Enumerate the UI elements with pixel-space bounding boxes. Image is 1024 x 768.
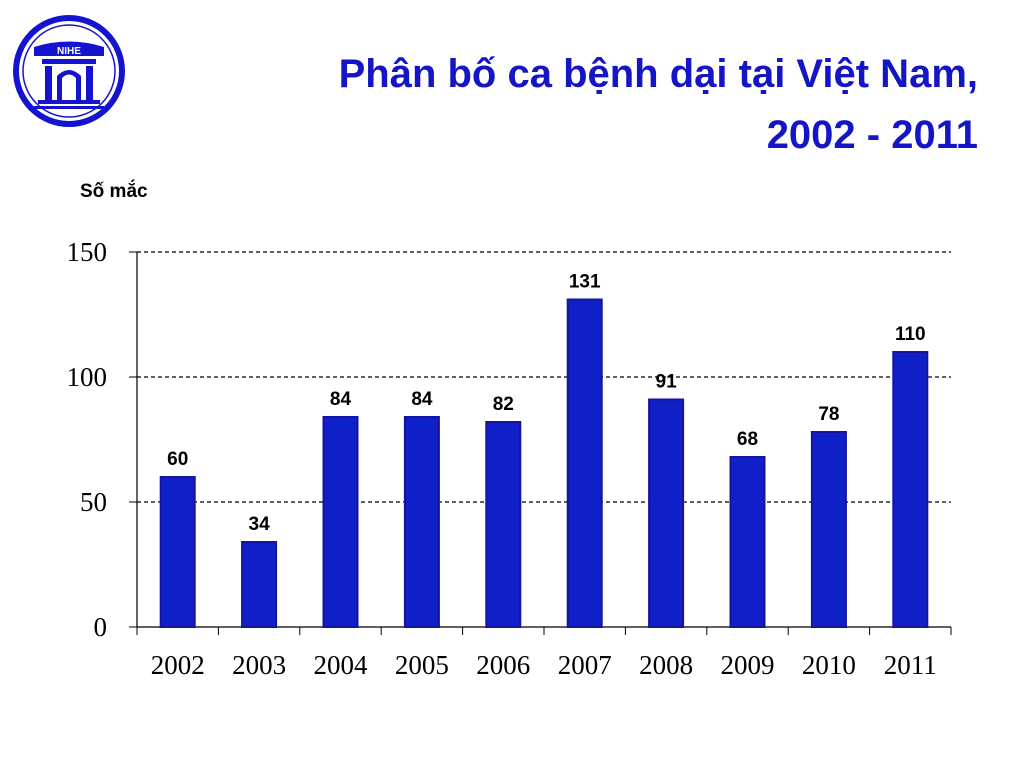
y-tick-label: 0: [94, 612, 108, 642]
data-label-2004: 84: [330, 389, 352, 410]
logo-text: NIHE: [57, 46, 81, 57]
x-tick-label-2002: 2002: [151, 650, 205, 680]
data-label-2011: 110: [895, 324, 926, 345]
bar-2010: [810, 431, 847, 628]
data-label-2003: 34: [249, 514, 271, 535]
x-tick-label-2008: 2008: [639, 650, 693, 680]
bar-2005: [403, 416, 440, 628]
x-tick-label-2005: 2005: [395, 650, 449, 680]
nihe-logo: NIHE: [13, 15, 125, 127]
data-label-2005: 84: [411, 389, 433, 410]
bar-2011: [892, 351, 929, 628]
chart-title-line-1: Phân bố ca bệnh dại tại Việt Nam,: [338, 52, 978, 96]
bar-2002: [159, 476, 196, 628]
x-tick-label-2009: 2009: [721, 650, 775, 680]
data-label-2008: 91: [656, 372, 678, 393]
data-label-2010: 78: [818, 404, 839, 425]
x-tick-label-2004: 2004: [314, 650, 369, 680]
x-tick-label-2003: 2003: [232, 650, 286, 680]
bar-2006: [485, 421, 522, 628]
y-tick-label: 150: [67, 237, 108, 267]
y-tick-label: 50: [80, 487, 107, 517]
data-label-2002: 60: [167, 449, 188, 470]
x-tick-label-2011: 2011: [884, 650, 937, 680]
bar-2008: [648, 398, 685, 628]
bar-2009: [729, 456, 766, 628]
bar-2003: [241, 541, 278, 628]
x-tick-label-2006: 2006: [476, 650, 530, 680]
x-tick-label-2007: 2007: [558, 650, 612, 680]
chart-title-line-2: 2002 - 2011: [766, 113, 978, 157]
bar-2007: [566, 298, 603, 628]
y-axis-label: Số mắc: [80, 181, 148, 202]
data-label-2007: 131: [569, 272, 601, 293]
bar-2004: [322, 416, 359, 628]
y-tick-label: 100: [67, 362, 108, 392]
data-label-2009: 68: [737, 429, 758, 450]
x-tick-label-2010: 2010: [802, 650, 856, 680]
data-label-2006: 82: [493, 394, 514, 415]
